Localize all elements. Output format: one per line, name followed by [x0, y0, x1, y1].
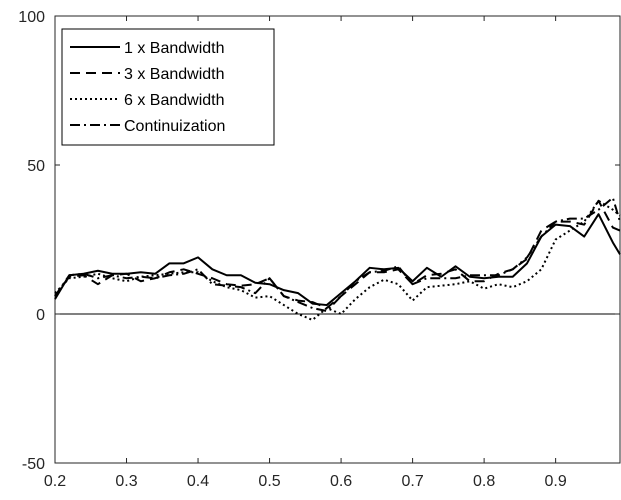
x-tick-label: 0.6	[330, 473, 352, 490]
y-tick-label: 50	[27, 158, 45, 175]
x-tick-label: 0.7	[401, 473, 423, 490]
y-tick-label: 100	[18, 9, 45, 26]
y-axis: -50 0 50 100	[18, 9, 620, 473]
series-line-4	[54, 196, 621, 313]
x-tick-label: 0.4	[187, 473, 209, 490]
legend: 1 x Bandwidth 3 x Bandwidth 6 x Bandwidth C…	[61, 28, 275, 146]
x-tick-label: 0.3	[115, 473, 137, 490]
y-tick-label: -50	[22, 456, 45, 473]
series-line-1	[54, 213, 621, 307]
legend-label-4: Continuization	[124, 118, 225, 135]
x-tick-label: 0.5	[258, 473, 280, 490]
series-line-2	[54, 199, 621, 310]
legend-label-3: 6 x Bandwidth	[124, 92, 225, 109]
x-axis: 0.2 0.3 0.4 0.5 0.6 0.7 0.8 0.9	[44, 16, 567, 490]
legend-label-1: 1 x Bandwidth	[124, 40, 225, 57]
legend-label-2: 3 x Bandwidth	[124, 66, 225, 83]
legend-items: 1 x Bandwidth 3 x Bandwidth 6 x Bandwidth C…	[70, 40, 225, 135]
series-layer	[54, 196, 621, 321]
x-tick-label: 0.8	[473, 473, 495, 490]
y-tick-label: 0	[36, 307, 45, 324]
x-tick-label: 0.9	[545, 473, 567, 490]
series-line-3	[54, 199, 621, 321]
x-tick-label: 0.2	[44, 473, 66, 490]
